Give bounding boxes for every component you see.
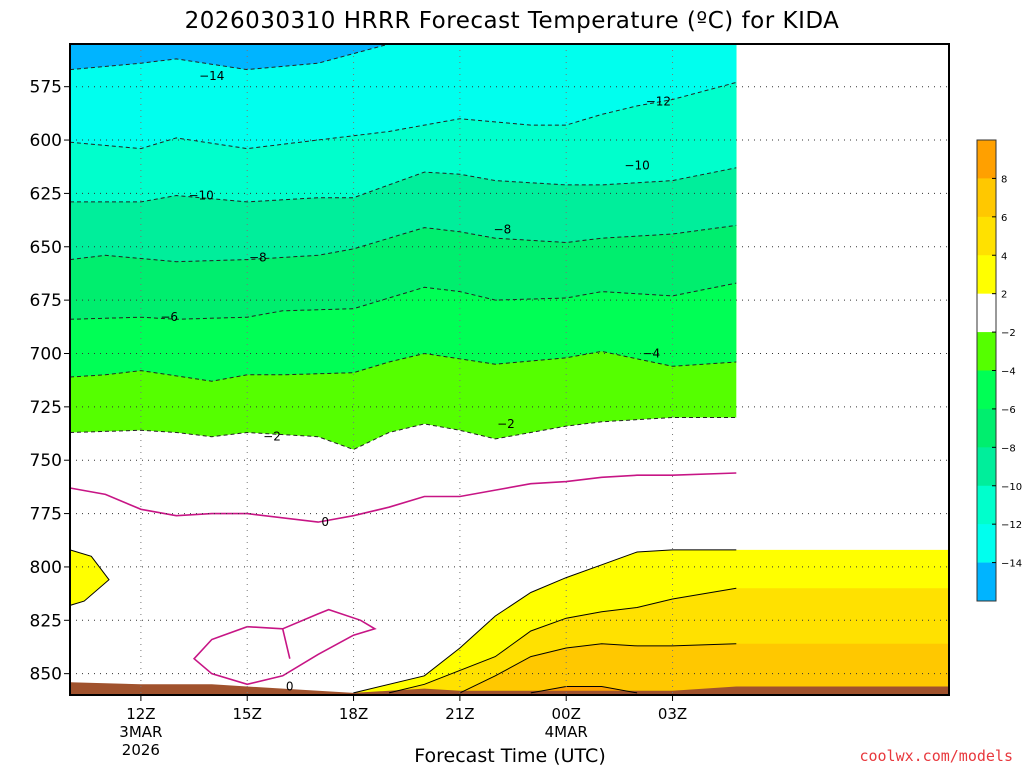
colorbar-swatch [977, 178, 996, 218]
x-tick-label: 12Z [126, 705, 155, 723]
x-tick-sublabel: 2026 [122, 741, 160, 759]
isotherm-dashed-0 [69, 43, 390, 71]
colorbar-tick-label: −4 [1001, 367, 1016, 378]
y-tick-label: 750 [30, 451, 62, 471]
colorbar-tick-label: −12 [1001, 520, 1022, 531]
y-tick-label: 600 [30, 131, 62, 151]
colorbar-swatch [977, 524, 996, 563]
contour-label: −12 [646, 95, 671, 109]
colorbar-swatch [977, 140, 996, 179]
colorbar-swatch [977, 485, 996, 525]
y-tick-label: 800 [30, 558, 62, 578]
y-tick-label: 625 [30, 184, 62, 204]
colorbar-tick-label: 4 [1001, 251, 1007, 262]
isotherm-dashed-3 [69, 224, 737, 263]
contour-label: −4 [642, 346, 660, 360]
y-tick-label: 775 [30, 505, 62, 525]
warm-region-2 [459, 643, 949, 695]
contour-label: 0 [321, 515, 329, 529]
isotherm-solid-0 [353, 549, 737, 694]
contour-label: −10 [624, 159, 649, 173]
isotherm-solid-1 [388, 587, 737, 694]
colorbar-swatch [977, 332, 996, 371]
isotherm-dashed-1 [69, 81, 737, 150]
x-tick-label: 00Z [552, 705, 581, 723]
colorbar-swatch [977, 255, 996, 294]
colorbar-tick-label: 8 [1001, 174, 1007, 185]
y-tick-label: 575 [30, 78, 62, 98]
colorbar-swatch [977, 216, 996, 256]
y-tick-label: 825 [30, 611, 62, 631]
contour-label: −14 [199, 69, 224, 83]
y-tick-label: 700 [30, 344, 62, 364]
y-tick-label: 725 [30, 398, 62, 418]
contour-label: 0 [286, 679, 294, 693]
credit-text[interactable]: coolwx.com/models [859, 747, 1013, 765]
contour-label: −2 [497, 417, 515, 431]
colorbar-tick-label: −8 [1001, 443, 1016, 454]
isotherm-solid-2 [459, 643, 737, 694]
zero-isotherm-lower [192, 608, 377, 686]
y-tick-label: 850 [30, 665, 62, 685]
isotherm-dashed-2 [70, 167, 737, 203]
x-tick-label: 03Z [658, 705, 687, 723]
contour-label: −8 [494, 223, 512, 237]
colorbar-swatch [977, 370, 996, 410]
colorbar-tick-label: 2 [1001, 290, 1007, 301]
contour-label: −6 [160, 310, 178, 324]
colorbar: 8 6 4 2 −2 −4 −6 −8 −10 −12 −14 [976, 139, 1022, 602]
contour-label: −10 [188, 189, 213, 203]
x-axis-label: Forecast Time (UTC) [414, 745, 605, 767]
x-tick-sublabel: 3MAR [119, 723, 162, 741]
colorbar-swatch [977, 447, 996, 487]
colorbar-tick-label: −10 [1001, 482, 1022, 493]
terrain [70, 682, 949, 695]
colorbar-tick-label: −6 [1001, 405, 1016, 416]
fill-region-6 [70, 44, 389, 70]
y-tick-label: 675 [30, 291, 62, 311]
fill-region-5 [70, 44, 737, 149]
colorbar-tick-label: 6 [1001, 213, 1007, 224]
colorbar-tick-label: −2 [1001, 328, 1016, 339]
x-tick-sublabel: 4MAR [545, 723, 588, 741]
colorbar-swatch [977, 408, 996, 448]
x-tick-label: 15Z [233, 705, 262, 723]
chart-title: 2026030310 HRRR Forecast Temperature (ºC… [185, 8, 840, 34]
x-tick-label: 18Z [339, 705, 368, 723]
colorbar-swatch [977, 293, 996, 333]
isotherm-solid-3 [530, 686, 638, 694]
zero-isotherm-upper [69, 472, 737, 523]
contour-label: −8 [249, 250, 267, 264]
isotherm-dashed-4 [69, 282, 737, 320]
contour-label: −2 [263, 430, 281, 444]
y-tick-label: 650 [30, 238, 62, 258]
colorbar-tick-label: −14 [1001, 559, 1022, 570]
x-tick-label: 21Z [445, 705, 474, 723]
colorbar-swatch [977, 562, 996, 602]
plot-frame [69, 43, 950, 696]
isotherm-dashed-6 [69, 417, 737, 451]
isotherm-dashed-5 [69, 350, 737, 382]
